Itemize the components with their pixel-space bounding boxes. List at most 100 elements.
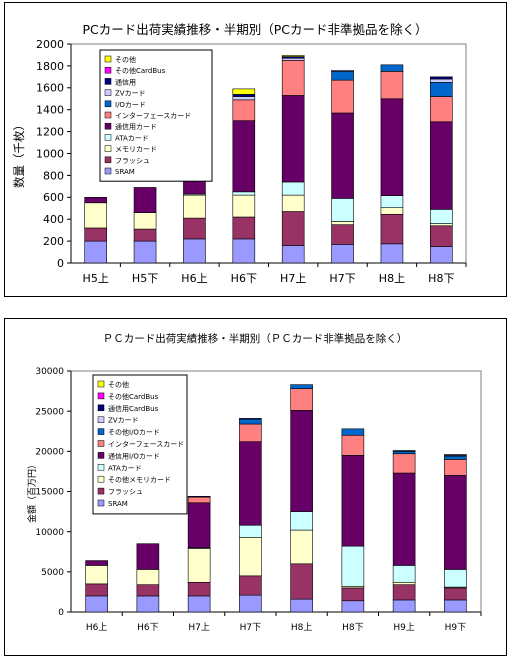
bar-segment-interface xyxy=(290,388,313,411)
y-axis-label: 金額（百万円） xyxy=(26,460,38,523)
bar-segment-SRAM xyxy=(430,246,453,264)
legend-swatch xyxy=(104,122,112,130)
bar-segment-memory_card xyxy=(331,221,354,225)
bar-segment-ata xyxy=(232,191,256,196)
amount-chart: ＰＣカード出荷実績推移・半期別（ＰＣカード非準拠品を除く） 0 5000 10000 1… xyxy=(26,332,482,633)
bar-segment-memory_card xyxy=(133,212,157,230)
bar-segment-comm xyxy=(84,197,107,204)
bar-segment-comm xyxy=(392,472,416,566)
legend-label: SRAM xyxy=(108,500,128,508)
bar-segment-flash xyxy=(444,587,467,601)
y-tick-label: 25000 xyxy=(35,407,64,417)
legend-swatch xyxy=(104,156,112,164)
bar-segment-SRAM xyxy=(85,595,108,613)
legend-label: ATAカード xyxy=(115,134,149,142)
bar-segment-SRAM xyxy=(341,600,365,613)
legend-swatch xyxy=(97,380,105,388)
x-tick-label: H6下 xyxy=(231,272,257,285)
bar-segment-memory_card xyxy=(430,223,453,227)
bar-segment-SRAM xyxy=(136,595,160,613)
y-tick-label: 1600 xyxy=(36,82,64,95)
legend-label: インターフェースカード xyxy=(115,111,191,120)
legend-swatch xyxy=(104,66,112,74)
legend-label: インターフェースカード xyxy=(108,440,184,449)
bar-segment-io xyxy=(341,428,365,436)
legend-swatch xyxy=(97,416,105,423)
x-tick-label: H7下 xyxy=(329,272,355,285)
legend-swatch xyxy=(97,487,105,495)
y-tick-label: 400 xyxy=(43,213,64,226)
bar-segment-other xyxy=(281,55,305,57)
bar-segment-io xyxy=(430,82,453,97)
bar-segment-memory_card xyxy=(290,529,313,565)
bar-segment-SRAM xyxy=(290,598,313,613)
bar-segment-memory_card xyxy=(84,202,107,229)
x-tick-label: H6上 xyxy=(86,622,108,633)
bar-segment-comm xyxy=(341,455,365,547)
legend-label: その他I/Oカード xyxy=(108,428,160,437)
bar-segment-comm xyxy=(187,502,211,549)
legend-label: メモリカード xyxy=(115,146,157,154)
y-tick-label: 20000 xyxy=(35,447,64,457)
bar-segment-flash xyxy=(380,213,404,245)
legend-swatch xyxy=(104,167,112,175)
legend-label: その他CardBus xyxy=(108,392,159,401)
legend-swatch xyxy=(104,134,112,141)
bar-segment-memory_card xyxy=(281,194,305,212)
bar-segment-ata xyxy=(331,198,354,222)
y-tick-label: 800 xyxy=(43,169,64,182)
legend-label: 通信用I/Oカード xyxy=(108,451,160,460)
x-tick-label: H5下 xyxy=(132,272,158,285)
legend-swatch xyxy=(97,428,105,435)
legend-swatch xyxy=(97,404,105,412)
bar-segment-comm xyxy=(133,187,157,213)
bar-segment-SRAM xyxy=(84,240,107,264)
bar-segment-SRAM xyxy=(232,238,256,264)
bar-segment-flash xyxy=(136,584,160,597)
bar-segment-zv xyxy=(232,96,256,101)
bar-segment-interface xyxy=(187,496,211,504)
bar-segment-other xyxy=(232,88,256,95)
legend-label: ZVカード xyxy=(115,90,146,98)
legend-swatch xyxy=(104,100,112,108)
legend-label: フラッシュ xyxy=(108,488,143,496)
bar-segment-zv xyxy=(331,69,354,72)
x-tick-label: H7上 xyxy=(280,272,306,285)
legend-swatch xyxy=(104,78,112,85)
chart-title: ＰＣカード出荷実績推移・半期別（ＰＣカード非準拠品を除く） xyxy=(103,332,408,345)
y-tick-label: 15000 xyxy=(35,488,64,498)
x-tick-label: H6上 xyxy=(181,272,207,285)
y-tick-label: 2000 xyxy=(36,38,64,51)
y-tick-label: 1000 xyxy=(36,147,64,160)
bar-segment-comm xyxy=(331,112,354,199)
bar-segment-interface xyxy=(380,71,404,100)
x-tick-label: H7上 xyxy=(188,622,210,633)
legend-swatch xyxy=(104,111,112,119)
x-tick-label: H8下 xyxy=(428,272,454,285)
bar-segment-flash xyxy=(239,575,262,596)
bar-segment-ata xyxy=(380,195,404,209)
bar-segment-interface xyxy=(392,453,416,474)
bar-segment-ata xyxy=(430,209,453,224)
bar-segment-flash xyxy=(133,228,157,242)
bar-segment-interface xyxy=(444,459,467,476)
legend-label: その他 xyxy=(108,380,129,389)
bar-segment-SRAM xyxy=(392,599,416,613)
bar-segment-SRAM xyxy=(239,594,262,613)
bar-segment-memory_card xyxy=(392,581,416,585)
x-tick-label: H9上 xyxy=(393,622,415,633)
bar-segment-io xyxy=(444,455,467,460)
bar-segment-memory_card xyxy=(85,565,108,585)
bar-segment-comm xyxy=(239,441,262,526)
bar-segment-flash xyxy=(187,581,211,597)
bar-segment-interface xyxy=(281,60,305,96)
bar-segment-SRAM xyxy=(183,238,206,264)
legend-swatch xyxy=(104,55,112,63)
y-tick-label: 0 xyxy=(57,257,64,270)
bar-segment-memory_card xyxy=(187,548,211,583)
bar-segment-comm_cardbus xyxy=(392,450,416,452)
bar-segment-flash xyxy=(281,211,305,246)
bar-segment-flash xyxy=(430,225,453,247)
bar-segment-io xyxy=(239,418,262,425)
